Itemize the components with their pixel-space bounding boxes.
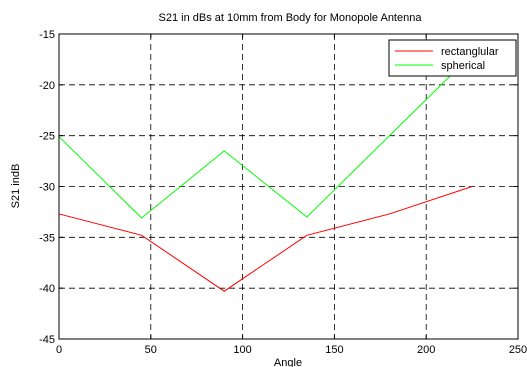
- series-line-spherical: [58, 53, 473, 219]
- x-tick-label: 50: [145, 344, 157, 356]
- legend-label-spherical: spherical: [441, 60, 485, 72]
- y-tick-label: -40: [39, 283, 55, 295]
- series-line-rectanglular: [58, 186, 473, 292]
- legend-label-rectanglular: rectanglular: [441, 46, 499, 58]
- y-tick-label: -25: [39, 131, 55, 143]
- x-tick-label: 100: [233, 344, 251, 356]
- y-tick-label: -20: [39, 80, 55, 92]
- legend-box: [388, 39, 517, 77]
- y-tick-label: -45: [39, 334, 55, 346]
- y-axis-label: S21 indB: [10, 164, 22, 209]
- y-tick-label: -35: [39, 232, 55, 244]
- x-tick-label: 0: [56, 344, 62, 356]
- x-axis-label: Angle: [274, 357, 302, 367]
- x-tick-label: 250: [509, 344, 527, 356]
- series-layer: [58, 53, 473, 292]
- axis-ticks: 0 50 100 150 200 250 -45 -40 -35 -30 -25 -20 -15: [39, 29, 527, 356]
- legend: rectanglular spherical: [388, 39, 517, 77]
- y-tick-label: -30: [39, 182, 55, 194]
- x-tick-label: 150: [325, 344, 343, 356]
- x-tick-label: 200: [417, 344, 435, 356]
- chart-title: S21 in dBs at 10mm from Body for Monopol…: [159, 12, 423, 24]
- y-tick-label: -15: [39, 29, 55, 41]
